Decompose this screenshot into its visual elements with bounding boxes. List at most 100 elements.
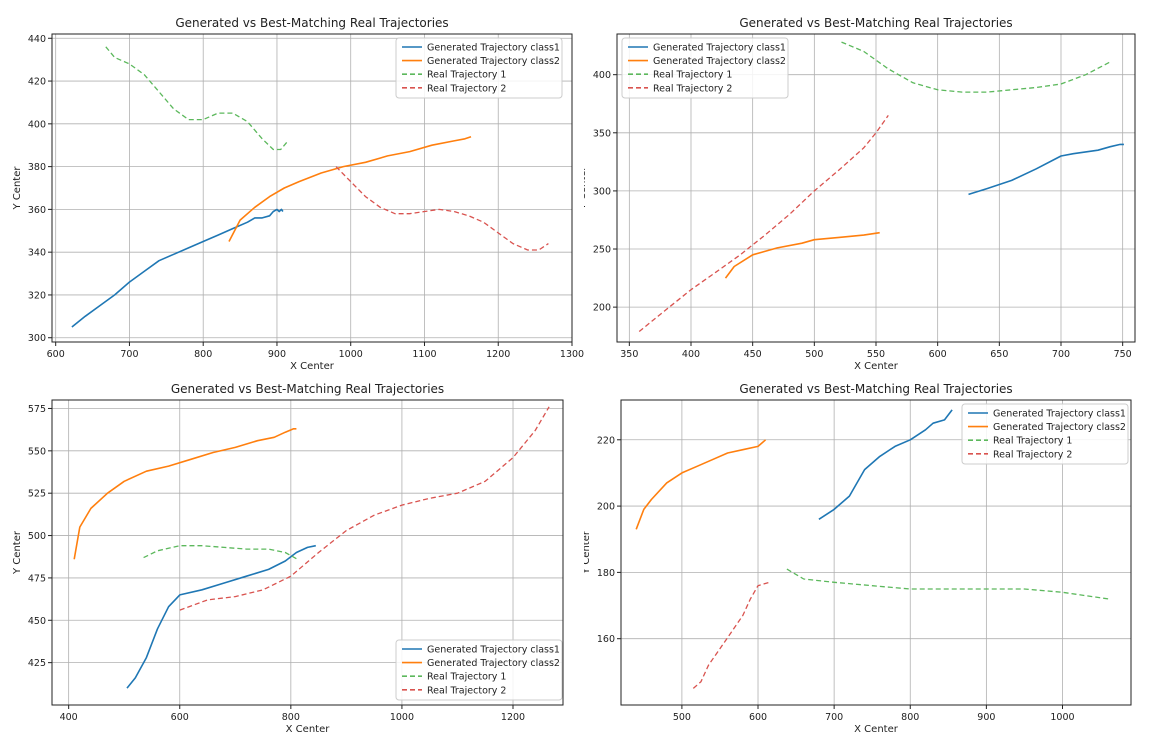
x-tick-label: 350	[620, 349, 638, 360]
plot-frame	[51, 33, 573, 343]
series-line-1	[818, 409, 953, 520]
x-tick-label: 1100	[412, 349, 436, 360]
series-line-4	[692, 581, 770, 689]
y-tick-label: 200	[593, 303, 611, 314]
y-tick-label: 550	[28, 446, 46, 457]
legend-label: Real Trajectory 1	[427, 672, 506, 683]
legend-label: Generated Trajectory class2	[653, 56, 786, 67]
x-tick-label: 600	[171, 712, 189, 723]
y-axis-label: Y Center	[584, 530, 592, 575]
legend-label: Real Trajectory 1	[427, 70, 506, 81]
y-tick-label: 575	[28, 404, 46, 415]
legend: Generated Trajectory class1 Generated Tra…	[621, 37, 789, 99]
x-tick-label: 700	[825, 712, 843, 723]
series-line-3	[841, 41, 1111, 93]
x-tick-label: 600	[749, 712, 767, 723]
x-tick-label: 600	[929, 349, 947, 360]
plot-frame	[620, 399, 1132, 706]
chart-panel-3: 400 600 800 1000 1200 425 450 475 500 525 550 575 Ge…	[0, 370, 584, 740]
legend-box	[621, 37, 789, 99]
legend-label: Real Trajectory 2	[993, 449, 1072, 460]
x-tick-label: 500	[805, 349, 823, 360]
series-line-2	[635, 439, 767, 530]
x-axis-label: X Center	[290, 361, 335, 370]
y-tick-label: 380	[28, 162, 46, 173]
series-line-1	[968, 143, 1124, 196]
chart-title: Generated vs Best-Matching Real Trajecto…	[175, 16, 448, 30]
series-line-3	[105, 46, 289, 151]
y-tick-label: 200	[597, 502, 615, 513]
series-group	[71, 46, 549, 328]
legend-label: Generated Trajectory class1	[993, 409, 1126, 420]
legend-label: Generated Trajectory class1	[427, 43, 560, 54]
series-line-4	[335, 166, 549, 251]
legend-label: Real Trajectory 1	[993, 436, 1072, 447]
legend-label: Real Trajectory 2	[653, 83, 732, 94]
y-tick-label: 340	[28, 248, 46, 259]
series-line-4	[638, 115, 889, 333]
y-tick-label: 300	[28, 333, 46, 344]
x-tick-label: 900	[268, 349, 286, 360]
x-tick-label: 400	[60, 712, 78, 723]
series-line-1	[126, 544, 316, 689]
series-line-2	[724, 231, 880, 279]
y-tick-label: 440	[28, 34, 46, 45]
y-tick-label: 425	[28, 658, 46, 669]
x-tick-label: 1000	[390, 712, 414, 723]
x-axis-label: X Center	[854, 361, 899, 370]
plot-frame	[51, 399, 564, 706]
y-tick-label: 525	[28, 489, 46, 500]
y-tick-label: 400	[593, 70, 611, 81]
y-tick-label: 320	[28, 290, 46, 301]
series-group	[635, 409, 1109, 689]
series-line-3	[786, 568, 1109, 600]
x-axis-label: X Center	[854, 724, 899, 735]
x-tick-label: 550	[867, 349, 885, 360]
legend-label: Generated Trajectory class2	[427, 56, 560, 67]
x-tick-label: 450	[744, 349, 762, 360]
legend-box	[395, 639, 563, 701]
chart-panel-1: 600 700 800 900 1000 1100 1200 1300 300 320 340 360…	[0, 0, 584, 370]
y-tick-label: 350	[593, 128, 611, 139]
x-tick-label: 800	[194, 349, 212, 360]
legend-label: Real Trajectory 2	[427, 83, 506, 94]
legend-label: Real Trajectory 1	[653, 70, 732, 81]
y-tick-label: 400	[28, 119, 46, 130]
chart-panel-4: 500 600 700 800 900 1000 160 180 200 220 Generated…	[584, 370, 1168, 740]
legend-label: Real Trajectory 2	[427, 685, 506, 696]
x-tick-label: 1000	[339, 349, 363, 360]
legend-label: Generated Trajectory class1	[653, 43, 786, 54]
x-tick-label: 500	[673, 712, 691, 723]
y-tick-label: 300	[593, 186, 611, 197]
x-tick-label: 1200	[501, 712, 525, 723]
x-tick-label: 750	[1114, 349, 1132, 360]
chart-panel-2: 350 400 450 500 550 600 650 700 750 200 250 300 350 4…	[584, 0, 1168, 370]
chart-svg: 500 600 700 800 900 1000 160 180 200 220 Generated…	[584, 382, 1132, 735]
legend: Generated Trajectory class1 Generated Tra…	[395, 37, 563, 99]
series-line-4	[179, 406, 550, 611]
chart-svg: 350 400 450 500 550 600 650 700 750 200 250 300 350 4…	[584, 16, 1136, 370]
y-tick-label: 500	[28, 531, 46, 542]
series-line-2	[228, 135, 472, 242]
x-tick-label: 650	[990, 349, 1008, 360]
legend-label: Generated Trajectory class2	[993, 422, 1126, 433]
y-tick-label: 180	[597, 568, 615, 579]
x-tick-label: 1000	[1050, 712, 1074, 723]
chart-svg: 400 600 800 1000 1200 425 450 475 500 525 550 575 Ge…	[12, 382, 564, 735]
legend: Generated Trajectory class1 Generated Tra…	[395, 639, 563, 701]
chart-title: Generated vs Best-Matching Real Trajecto…	[171, 382, 444, 396]
x-tick-label: 400	[682, 349, 700, 360]
legend-box	[961, 403, 1129, 465]
x-tick-label: 700	[1052, 349, 1070, 360]
x-tick-label: 900	[977, 712, 995, 723]
y-axis-label: Y Center	[584, 166, 588, 211]
y-tick-label: 220	[597, 435, 615, 446]
y-axis-label: Y Center	[12, 166, 23, 211]
y-tick-label: 420	[28, 77, 46, 88]
legend-box	[395, 37, 563, 99]
series-group	[73, 406, 550, 689]
series-line-2	[73, 427, 297, 560]
series-line-3	[143, 545, 298, 560]
legend-label: Generated Trajectory class2	[427, 658, 560, 669]
y-tick-label: 160	[597, 634, 615, 645]
